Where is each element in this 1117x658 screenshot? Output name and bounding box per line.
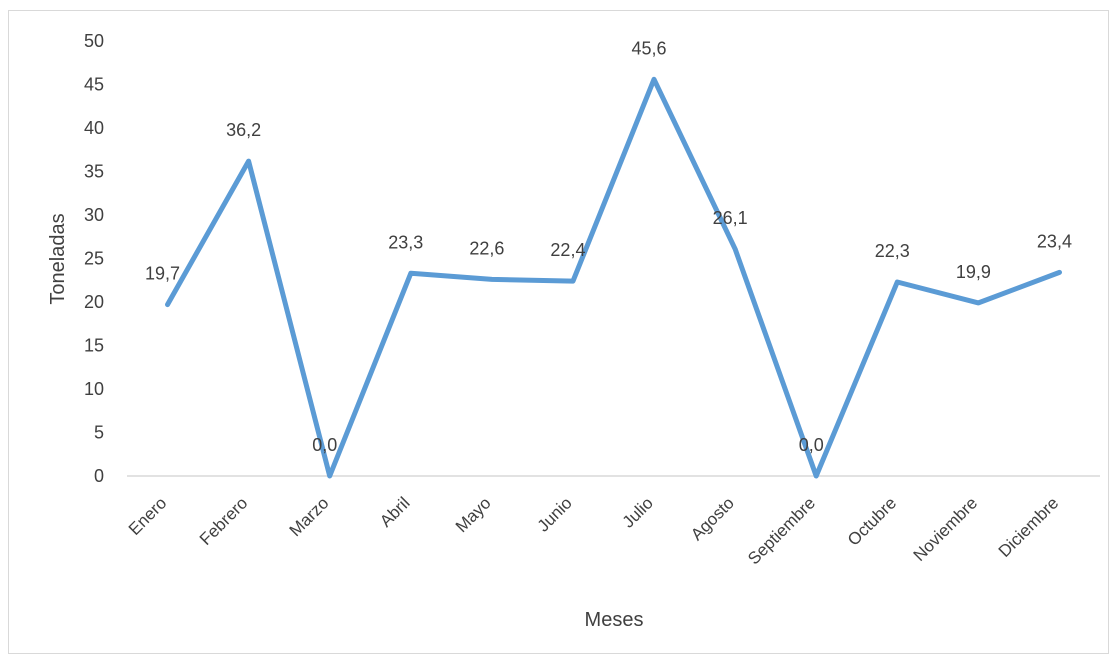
plot-area: 0 5 10 15 20 25 30 35 40 45 50 Enero Febrero Marzo Abr… (84, 31, 1100, 568)
x-tick-label: Mayo (452, 493, 495, 536)
y-axis-title: Toneladas (47, 213, 69, 304)
data-label: 23,3 (388, 232, 423, 252)
x-tick-label: Octubre (844, 493, 900, 549)
data-label: 45,6 (632, 38, 667, 58)
data-label: 36,2 (226, 120, 261, 140)
data-label: 19,9 (956, 262, 991, 282)
y-tick-label: 10 (84, 379, 104, 399)
x-tick-label: Febrero (196, 493, 252, 549)
data-label: 22,6 (469, 238, 504, 258)
y-tick-label: 15 (84, 336, 104, 356)
data-label: 0,0 (312, 435, 337, 455)
x-tick-label: Noviembre (910, 493, 982, 565)
x-tick-label: Marzo (286, 493, 333, 540)
x-tick-label: Julio (619, 493, 657, 531)
x-tick-label: Diciembre (995, 493, 1063, 561)
y-tick-label: 20 (84, 292, 104, 312)
y-tick-label: 50 (84, 31, 104, 51)
data-label: 19,7 (145, 264, 180, 284)
y-tick-label: 5 (94, 423, 104, 443)
y-tick-label: 0 (94, 466, 104, 486)
data-label: 22,3 (875, 241, 910, 261)
y-tick-label: 40 (84, 118, 104, 138)
data-label: 22,4 (550, 240, 585, 260)
y-tick-label: 45 (84, 75, 104, 95)
data-label: 0,0 (799, 435, 824, 455)
series-line (165, 76, 1062, 479)
y-tick-label: 35 (84, 162, 104, 182)
data-label: 23,4 (1037, 231, 1072, 251)
x-tick-label: Septiembre (744, 493, 819, 568)
x-tick-label: Enero (125, 493, 171, 539)
x-tick-label: Junio (534, 493, 576, 535)
x-tick-label: Agosto (687, 493, 738, 544)
data-label: 26,1 (713, 208, 748, 228)
x-tick-label: Abril (376, 493, 413, 530)
y-tick-label: 30 (84, 205, 104, 225)
y-tick-label: 25 (84, 249, 104, 269)
x-axis-title: Meses (585, 609, 644, 631)
chart-frame (8, 10, 1109, 654)
